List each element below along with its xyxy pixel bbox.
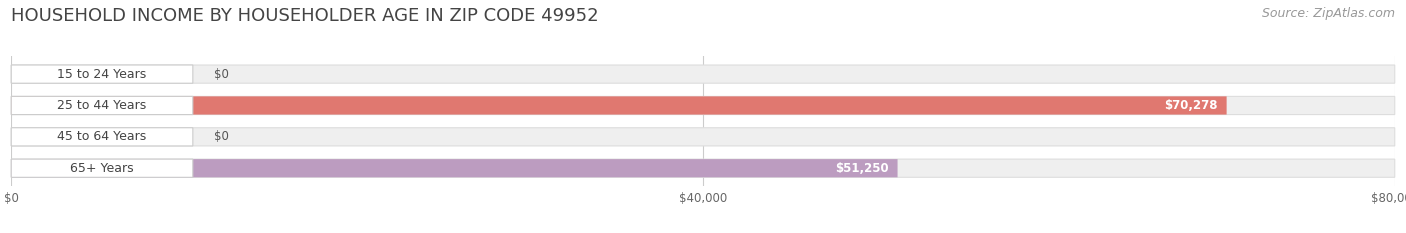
FancyBboxPatch shape: [11, 128, 193, 146]
Text: $0: $0: [214, 130, 228, 143]
FancyBboxPatch shape: [11, 96, 1226, 115]
FancyBboxPatch shape: [11, 96, 193, 115]
FancyBboxPatch shape: [11, 65, 193, 83]
FancyBboxPatch shape: [11, 159, 193, 177]
FancyBboxPatch shape: [11, 65, 1395, 83]
Text: $51,250: $51,250: [835, 162, 889, 175]
Text: 45 to 64 Years: 45 to 64 Years: [58, 130, 146, 143]
Text: $0: $0: [214, 68, 228, 81]
Text: 25 to 44 Years: 25 to 44 Years: [58, 99, 146, 112]
Text: 15 to 24 Years: 15 to 24 Years: [58, 68, 146, 81]
FancyBboxPatch shape: [11, 96, 1395, 115]
FancyBboxPatch shape: [11, 159, 1395, 177]
Text: $70,278: $70,278: [1164, 99, 1218, 112]
Text: 65+ Years: 65+ Years: [70, 162, 134, 175]
Text: HOUSEHOLD INCOME BY HOUSEHOLDER AGE IN ZIP CODE 49952: HOUSEHOLD INCOME BY HOUSEHOLDER AGE IN Z…: [11, 7, 599, 25]
FancyBboxPatch shape: [11, 159, 897, 177]
FancyBboxPatch shape: [11, 128, 1395, 146]
Text: Source: ZipAtlas.com: Source: ZipAtlas.com: [1261, 7, 1395, 20]
